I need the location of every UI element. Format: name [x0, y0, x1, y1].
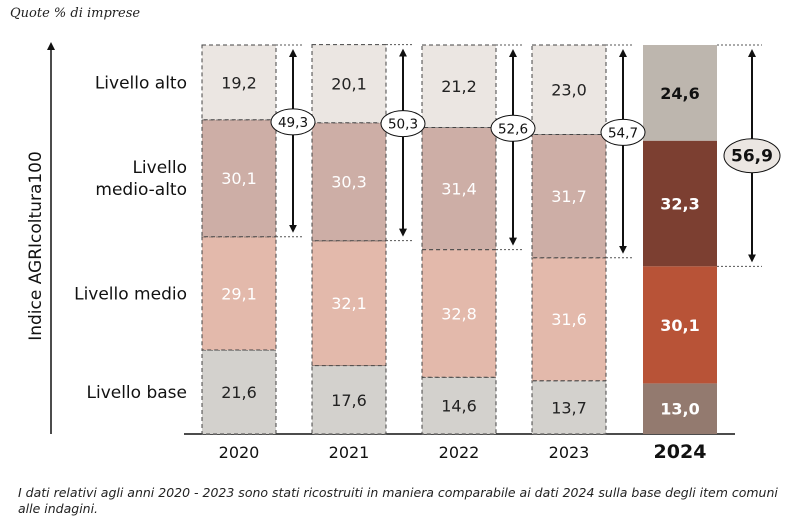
total-label: 52,6 — [498, 121, 528, 137]
x-tick-labels: 2020 2021 2022 2023 2024 — [219, 441, 707, 463]
total-badge — [723, 138, 781, 174]
data-label: 32,1 — [331, 294, 367, 313]
bar-segment — [531, 44, 607, 135]
data-label: 31,6 — [551, 310, 587, 329]
data-label: 24,6 — [660, 84, 699, 103]
data-label: 32,8 — [441, 304, 477, 323]
data-label: 30,3 — [331, 173, 367, 192]
data-label: 31,4 — [441, 180, 477, 199]
bar-segment — [311, 365, 387, 435]
bar-segment — [643, 266, 717, 384]
data-label: 13,7 — [551, 398, 587, 417]
stacked-bar-chart: Quote % di imprese Indice AGRIcoltura100… — [10, 6, 781, 463]
bar-segment — [643, 383, 717, 434]
x-tick-label: 2024 — [654, 441, 707, 463]
total-label: 56,9 — [731, 147, 773, 167]
total-brackets: 49,3 50,3 52,6 54,7 56,9 — [270, 44, 781, 267]
x-tick-label: 2020 — [219, 443, 260, 462]
total-label: 50,3 — [388, 117, 418, 133]
x-tick-label: 2023 — [549, 443, 590, 462]
data-label: 21,6 — [221, 383, 257, 402]
footnote: I dati relativi agli anni 2020 - 2023 so… — [18, 485, 778, 516]
data-label: 31,7 — [551, 187, 587, 206]
bar-segment — [201, 44, 277, 121]
bar-segment — [311, 44, 387, 124]
row-label: Livello medio — [74, 284, 187, 304]
bar-segment — [643, 140, 717, 267]
bar-segment — [201, 236, 277, 351]
data-label: 32,3 — [660, 195, 699, 214]
row-label: Livello alto — [95, 73, 187, 93]
data-label: 14,6 — [441, 397, 477, 416]
data-label: 17,6 — [331, 391, 367, 410]
data-label: 29,1 — [221, 284, 257, 303]
bar-segment — [531, 134, 607, 259]
bars: 21,6 29,1 30,1 19,2 17,6 32,1 30,3 20,1 14,6 32,8… — [201, 44, 717, 435]
bar-segment — [531, 380, 607, 435]
data-label: 30,1 — [221, 169, 257, 188]
data-label: 13,0 — [660, 400, 699, 419]
bar-segment — [643, 45, 717, 141]
total-badge — [380, 110, 426, 138]
y-axis-title: Indice AGRIcoltura100 — [26, 151, 46, 341]
total-label: 49,3 — [278, 115, 308, 131]
data-label: 20,1 — [331, 75, 367, 94]
total-badge — [490, 114, 536, 142]
data-label: 23,0 — [551, 81, 587, 100]
total-badge — [600, 118, 646, 146]
total-badge — [270, 108, 316, 136]
total-label: 54,7 — [608, 125, 638, 141]
bar-segment — [311, 122, 387, 242]
bar-segment — [421, 44, 497, 128]
x-tick-label: 2021 — [329, 443, 370, 462]
row-label: Livello — [132, 158, 187, 178]
chart-subtitle: Quote % di imprese — [10, 6, 140, 21]
bar-segment — [421, 127, 497, 251]
data-label: 21,2 — [441, 77, 477, 96]
x-tick-label: 2022 — [439, 443, 480, 462]
row-label: medio-alto — [95, 180, 187, 200]
bar-segment — [201, 349, 277, 435]
bar-segment — [421, 249, 497, 378]
bar-segment — [531, 257, 607, 382]
data-label: 30,1 — [660, 316, 699, 335]
data-label: 19,2 — [221, 73, 257, 92]
row-label: Livello base — [87, 383, 188, 403]
bar-segment — [421, 376, 497, 435]
